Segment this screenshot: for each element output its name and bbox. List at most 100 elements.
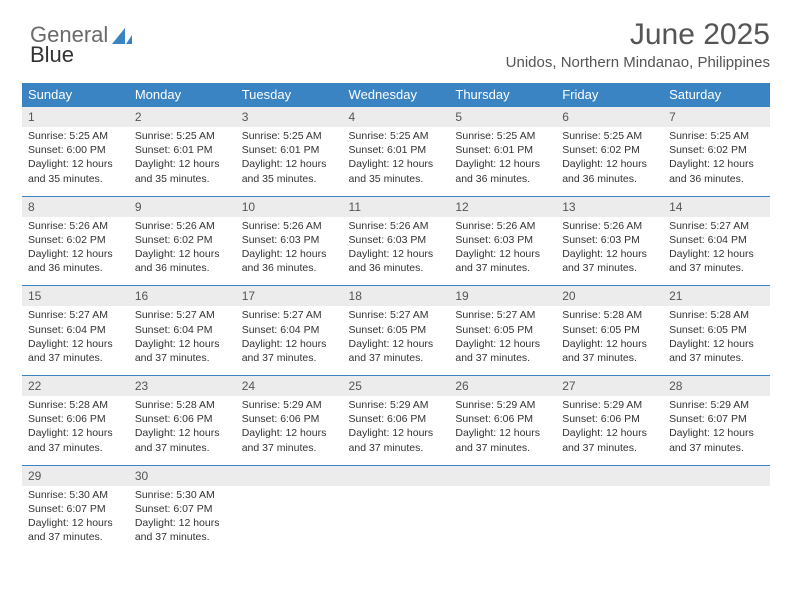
daylight-line: Daylight: 12 hours and 37 minutes. [455, 337, 550, 365]
day-details: Sunrise: 5:25 AMSunset: 6:01 PMDaylight:… [236, 127, 343, 196]
sunrise-line: Sunrise: 5:26 AM [455, 219, 550, 233]
calendar-day-cell [343, 465, 450, 554]
calendar-day-cell: 23Sunrise: 5:28 AMSunset: 6:06 PMDayligh… [129, 376, 236, 466]
day-number: 4 [343, 107, 450, 127]
daylight-line: Daylight: 12 hours and 36 minutes. [562, 157, 657, 185]
day-number: 20 [556, 286, 663, 306]
day-number-empty [556, 466, 663, 486]
calendar-day-cell: 22Sunrise: 5:28 AMSunset: 6:06 PMDayligh… [22, 376, 129, 466]
day-details: Sunrise: 5:28 AMSunset: 6:05 PMDaylight:… [663, 306, 770, 375]
day-details: Sunrise: 5:25 AMSunset: 6:02 PMDaylight:… [556, 127, 663, 196]
day-number: 19 [449, 286, 556, 306]
sunset-line: Sunset: 6:03 PM [242, 233, 337, 247]
weekday-header: Thursday [449, 83, 556, 107]
day-number-empty [663, 466, 770, 486]
day-number: 10 [236, 197, 343, 217]
sunset-line: Sunset: 6:05 PM [562, 323, 657, 337]
day-details: Sunrise: 5:26 AMSunset: 6:02 PMDaylight:… [129, 217, 236, 286]
sunset-line: Sunset: 6:06 PM [349, 412, 444, 426]
sunset-line: Sunset: 6:01 PM [135, 143, 230, 157]
sunset-line: Sunset: 6:04 PM [669, 233, 764, 247]
day-details: Sunrise: 5:27 AMSunset: 6:05 PMDaylight:… [449, 306, 556, 375]
day-details: Sunrise: 5:28 AMSunset: 6:06 PMDaylight:… [22, 396, 129, 465]
brand-part2: Blue [30, 42, 74, 67]
sunrise-line: Sunrise: 5:29 AM [669, 398, 764, 412]
day-details: Sunrise: 5:28 AMSunset: 6:05 PMDaylight:… [556, 306, 663, 375]
day-details: Sunrise: 5:26 AMSunset: 6:03 PMDaylight:… [236, 217, 343, 286]
day-details: Sunrise: 5:27 AMSunset: 6:05 PMDaylight:… [343, 306, 450, 375]
daylight-line: Daylight: 12 hours and 36 minutes. [28, 247, 123, 275]
daylight-line: Daylight: 12 hours and 36 minutes. [455, 157, 550, 185]
sunrise-line: Sunrise: 5:25 AM [562, 129, 657, 143]
calendar-day-cell: 10Sunrise: 5:26 AMSunset: 6:03 PMDayligh… [236, 196, 343, 286]
daylight-line: Daylight: 12 hours and 37 minutes. [455, 247, 550, 275]
calendar-week-row: 29Sunrise: 5:30 AMSunset: 6:07 PMDayligh… [22, 465, 770, 554]
daylight-line: Daylight: 12 hours and 36 minutes. [349, 247, 444, 275]
sunset-line: Sunset: 6:05 PM [455, 323, 550, 337]
daylight-line: Daylight: 12 hours and 37 minutes. [562, 247, 657, 275]
sail-icon [108, 22, 134, 48]
sunset-line: Sunset: 6:06 PM [28, 412, 123, 426]
calendar-day-cell: 9Sunrise: 5:26 AMSunset: 6:02 PMDaylight… [129, 196, 236, 286]
daylight-line: Daylight: 12 hours and 37 minutes. [562, 426, 657, 454]
calendar-day-cell: 8Sunrise: 5:26 AMSunset: 6:02 PMDaylight… [22, 196, 129, 286]
sunset-line: Sunset: 6:01 PM [349, 143, 444, 157]
calendar-week-row: 1Sunrise: 5:25 AMSunset: 6:00 PMDaylight… [22, 107, 770, 197]
sunrise-line: Sunrise: 5:25 AM [669, 129, 764, 143]
daylight-line: Daylight: 12 hours and 36 minutes. [669, 157, 764, 185]
day-details: Sunrise: 5:25 AMSunset: 6:00 PMDaylight:… [22, 127, 129, 196]
day-number: 15 [22, 286, 129, 306]
calendar-day-cell: 12Sunrise: 5:26 AMSunset: 6:03 PMDayligh… [449, 196, 556, 286]
day-details: Sunrise: 5:25 AMSunset: 6:01 PMDaylight:… [449, 127, 556, 196]
sunset-line: Sunset: 6:07 PM [669, 412, 764, 426]
calendar-day-cell: 17Sunrise: 5:27 AMSunset: 6:04 PMDayligh… [236, 286, 343, 376]
sunrise-line: Sunrise: 5:27 AM [455, 308, 550, 322]
day-number: 25 [343, 376, 450, 396]
daylight-line: Daylight: 12 hours and 35 minutes. [28, 157, 123, 185]
sunrise-line: Sunrise: 5:28 AM [562, 308, 657, 322]
sunset-line: Sunset: 6:04 PM [135, 323, 230, 337]
day-details-empty [449, 486, 556, 542]
sunrise-line: Sunrise: 5:26 AM [242, 219, 337, 233]
sunset-line: Sunset: 6:05 PM [669, 323, 764, 337]
day-details: Sunrise: 5:27 AMSunset: 6:04 PMDaylight:… [663, 217, 770, 286]
calendar-week-row: 22Sunrise: 5:28 AMSunset: 6:06 PMDayligh… [22, 376, 770, 466]
weekday-header: Wednesday [343, 83, 450, 107]
sunrise-line: Sunrise: 5:27 AM [28, 308, 123, 322]
sunset-line: Sunset: 6:06 PM [135, 412, 230, 426]
sunrise-line: Sunrise: 5:25 AM [28, 129, 123, 143]
sunset-line: Sunset: 6:02 PM [669, 143, 764, 157]
day-number: 27 [556, 376, 663, 396]
calendar-day-cell [449, 465, 556, 554]
sunrise-line: Sunrise: 5:27 AM [669, 219, 764, 233]
daylight-line: Daylight: 12 hours and 37 minutes. [28, 426, 123, 454]
sunrise-line: Sunrise: 5:28 AM [669, 308, 764, 322]
sunset-line: Sunset: 6:02 PM [562, 143, 657, 157]
sunset-line: Sunset: 6:06 PM [242, 412, 337, 426]
day-details: Sunrise: 5:26 AMSunset: 6:03 PMDaylight:… [449, 217, 556, 286]
calendar-day-cell: 4Sunrise: 5:25 AMSunset: 6:01 PMDaylight… [343, 107, 450, 197]
sunset-line: Sunset: 6:02 PM [135, 233, 230, 247]
sunrise-line: Sunrise: 5:28 AM [28, 398, 123, 412]
sunrise-line: Sunrise: 5:30 AM [135, 488, 230, 502]
sunset-line: Sunset: 6:06 PM [455, 412, 550, 426]
sunrise-line: Sunrise: 5:25 AM [242, 129, 337, 143]
calendar-day-cell: 30Sunrise: 5:30 AMSunset: 6:07 PMDayligh… [129, 465, 236, 554]
calendar-day-cell: 25Sunrise: 5:29 AMSunset: 6:06 PMDayligh… [343, 376, 450, 466]
calendar-week-row: 8Sunrise: 5:26 AMSunset: 6:02 PMDaylight… [22, 196, 770, 286]
page-subtitle: Unidos, Northern Mindanao, Philippines [22, 54, 770, 71]
daylight-line: Daylight: 12 hours and 35 minutes. [242, 157, 337, 185]
day-number: 8 [22, 197, 129, 217]
daylight-line: Daylight: 12 hours and 37 minutes. [28, 337, 123, 365]
sunset-line: Sunset: 6:07 PM [135, 502, 230, 516]
sunrise-line: Sunrise: 5:25 AM [455, 129, 550, 143]
daylight-line: Daylight: 12 hours and 37 minutes. [28, 516, 123, 544]
day-number: 28 [663, 376, 770, 396]
calendar-day-cell [663, 465, 770, 554]
sunrise-line: Sunrise: 5:27 AM [135, 308, 230, 322]
day-number: 1 [22, 107, 129, 127]
day-number: 12 [449, 197, 556, 217]
calendar-day-cell: 3Sunrise: 5:25 AMSunset: 6:01 PMDaylight… [236, 107, 343, 197]
day-number-empty [343, 466, 450, 486]
day-details: Sunrise: 5:29 AMSunset: 6:06 PMDaylight:… [556, 396, 663, 465]
